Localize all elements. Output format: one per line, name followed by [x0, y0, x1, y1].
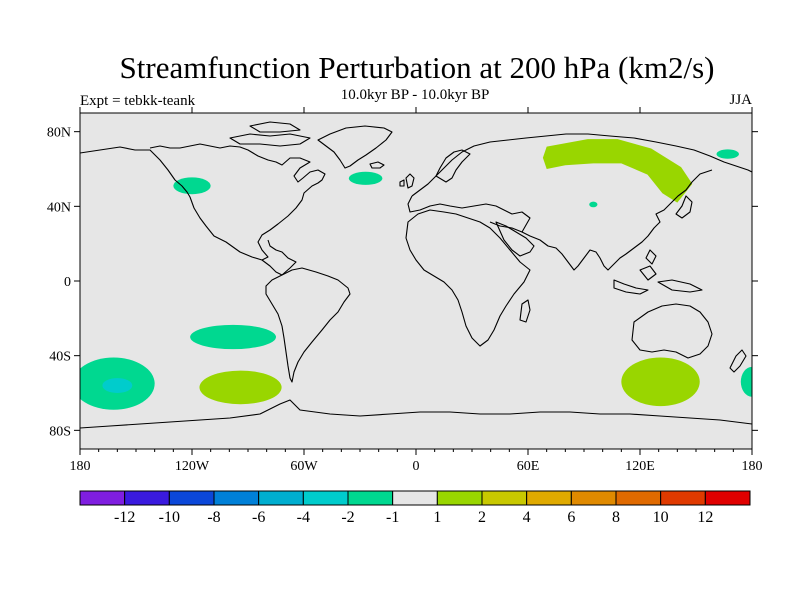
lon-tick-label: 0	[413, 459, 420, 474]
colorbar-swatch	[481, 490, 528, 506]
coast-arabia	[495, 221, 535, 257]
lat-tick-label: 80N	[47, 126, 71, 141]
coast-japan	[675, 195, 693, 219]
colorbar-swatch	[436, 490, 483, 506]
lon-tick-label: 60W	[290, 459, 318, 474]
lat-tick-label: 40S	[49, 350, 71, 365]
coast-antarctica	[80, 399, 752, 429]
coastlines	[80, 121, 752, 429]
coast-south-america	[265, 267, 351, 383]
colorbar-label: -8	[207, 509, 220, 526]
coast-scandinavia	[435, 149, 471, 183]
colorbar-swatch	[79, 490, 126, 506]
coast-arctic-islands	[229, 121, 311, 147]
colorbar-label: 12	[697, 509, 713, 526]
colorbar-label: -1	[386, 509, 399, 526]
season-label: JJA	[729, 92, 752, 108]
anomaly-n-pacific-east	[173, 177, 211, 195]
coast-eurasia	[411, 133, 752, 197]
colorbar-swatch	[302, 490, 349, 506]
colorbar-label: -2	[341, 509, 354, 526]
colorbar: -12 -10 -8 -6 -4 -2 -1 1 2 4 6 8 10 12	[79, 490, 751, 526]
coast-central-america	[261, 239, 297, 276]
colorbar-swatch	[124, 490, 170, 506]
lon-tick-label: 120W	[175, 459, 210, 474]
colorbar-label: 10	[653, 509, 669, 526]
colorbar-label: 2	[478, 509, 486, 526]
anomaly-siberia-band	[542, 139, 693, 203]
anomaly-s-indian	[621, 357, 700, 407]
colorbar-swatch	[570, 490, 617, 506]
colorbar-swatch	[168, 490, 215, 506]
colorbar-label: -12	[114, 509, 135, 526]
anomaly-s-pacific-west-core	[102, 378, 133, 393]
lon-tick-label: 180	[742, 459, 763, 474]
colorbar-swatch	[660, 490, 706, 506]
lon-tick-label: 60E	[517, 459, 540, 474]
coast-greenland	[317, 125, 393, 169]
colorbar-swatch	[615, 490, 662, 506]
colorbar-swatch	[392, 490, 438, 506]
anomaly-central-asia	[589, 201, 598, 208]
coast-australia	[631, 303, 713, 359]
colorbar-swatch	[704, 490, 751, 506]
colorbar-label: 1	[433, 509, 441, 526]
colorbar-label: 6	[567, 509, 575, 526]
coast-maritime-continent	[613, 249, 703, 295]
colorbar-label: -10	[159, 509, 180, 526]
colorbar-swatch	[213, 490, 260, 506]
anomaly-se-pacific	[190, 324, 276, 350]
colorbar-label: 8	[612, 509, 620, 526]
anomaly-contours	[80, 139, 752, 410]
lon-tick-label: 120E	[625, 459, 655, 474]
coast-madagascar	[519, 299, 531, 323]
colorbar-label: -6	[252, 509, 265, 526]
coast-north-america	[80, 143, 326, 261]
lat-tick-label: 40N	[47, 200, 71, 215]
chart-subtitle: 10.0kyr BP - 10.0kyr BP	[340, 87, 490, 103]
colorbar-swatch	[526, 490, 572, 506]
lon-tick-label: 180	[70, 459, 91, 474]
coast-africa	[405, 209, 531, 347]
anomaly-bering	[716, 149, 739, 159]
coast-europe-south	[407, 195, 531, 233]
experiment-label: Expt = tebkk-teank	[80, 93, 196, 109]
anomaly-s-pacific-east-wrap	[740, 366, 752, 397]
colorbar-swatch	[347, 490, 394, 506]
colorbar-label: 4	[523, 509, 531, 526]
chart-title: Streamfunction Perturbation at 200 hPa (…	[119, 50, 715, 85]
colorbar-swatch	[258, 490, 304, 506]
lat-tick-label: 80S	[49, 424, 71, 439]
lat-tick-label: 0	[64, 275, 71, 290]
map-axes: 180 120W 60W 0 60E 120E 180 80N 40N 0 40S 80S	[47, 107, 763, 474]
coast-british-isles	[399, 173, 415, 189]
anomaly-drake	[199, 370, 282, 405]
anomaly-n-atlantic	[348, 171, 383, 185]
colorbar-label: -4	[297, 509, 310, 526]
coast-east-asia	[521, 169, 713, 271]
coast-new-zealand	[729, 349, 747, 373]
coast-iceland	[369, 161, 385, 169]
